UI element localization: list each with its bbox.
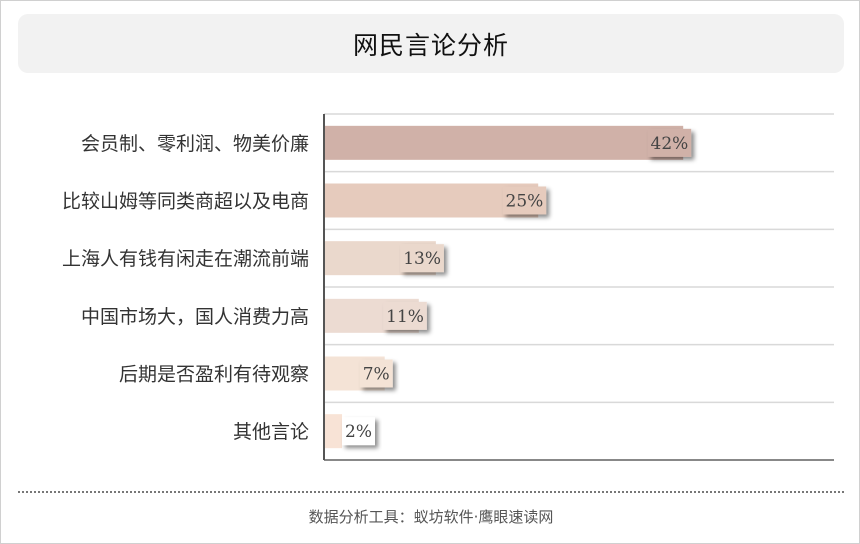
data-label-box xyxy=(383,301,427,330)
title-box: 网民言论分析 xyxy=(18,14,844,73)
data-label-box xyxy=(502,186,547,215)
bar-chart: 会员制、零利润、物美价廉 42% 比较山姆等同类商超以及电商 25% 上海人有钱有闲走在… xyxy=(62,113,834,461)
data-label: 42% xyxy=(651,134,689,154)
data-label-box xyxy=(359,359,393,388)
footer-source: 数据分析工具：蚁坊软件·鹰眼速读网 xyxy=(308,508,554,526)
data-label-box xyxy=(647,128,692,157)
category-label: 其他言论 xyxy=(233,421,309,443)
category-label: 后期是否盈利有待观察 xyxy=(119,364,309,386)
footer-divider xyxy=(18,491,844,493)
data-label: 11% xyxy=(386,307,424,327)
bar xyxy=(325,183,539,218)
chart-title: 网民言论分析 xyxy=(352,30,509,60)
data-label: 2% xyxy=(345,422,372,442)
bar xyxy=(325,125,684,160)
bar xyxy=(325,414,343,449)
data-label-box xyxy=(400,244,444,273)
data-label: 25% xyxy=(506,192,544,212)
category-label: 比较山姆等同类商超以及电商 xyxy=(62,191,309,213)
category-label: 中国市场大，国人消费力高 xyxy=(81,306,309,328)
category-label: 会员制、零利润、物美价廉 xyxy=(81,133,309,155)
data-label-box xyxy=(342,417,375,446)
data-label: 7% xyxy=(363,365,390,385)
data-label: 13% xyxy=(403,249,441,269)
category-label: 上海人有钱有闲走在潮流前端 xyxy=(62,248,309,270)
